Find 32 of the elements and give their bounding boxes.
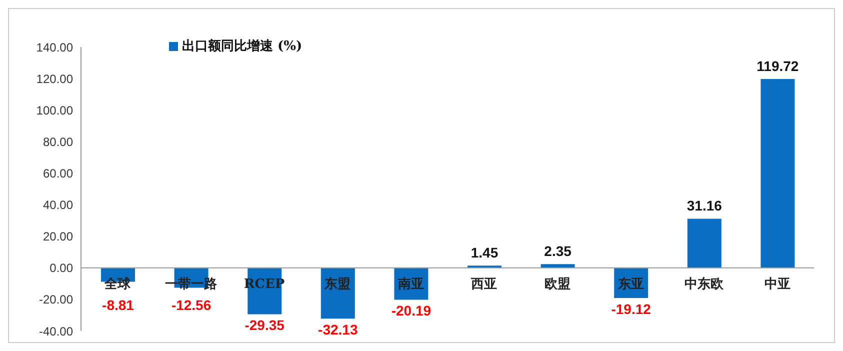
data-label: -19.12 (611, 301, 652, 318)
data-label: -29.35 (244, 317, 285, 334)
x-tick-label: 东亚 (616, 276, 644, 292)
data-label: 2.35 (544, 243, 572, 260)
x-tick-label: 东盟 (324, 276, 351, 292)
y-tick-label: 120.00 (36, 72, 74, 86)
x-tick-label: 南亚 (396, 277, 424, 292)
y-tick-label: 100.00 (36, 103, 74, 118)
data-label: 119.72 (756, 58, 799, 74)
legend-label: 出口额同比增速 (%) (182, 39, 302, 54)
data-label: 1.45 (470, 244, 498, 261)
bar (760, 78, 795, 268)
y-tick-label: 0.00 (50, 261, 74, 276)
x-tick-label: 欧盟 (544, 277, 570, 292)
y-tick-label: 60.00 (42, 166, 74, 180)
data-label: -32.13 (318, 322, 358, 338)
data-label: 31.16 (686, 198, 722, 214)
y-tick-label: 140.00 (36, 40, 74, 54)
x-tick-label: 中亚 (764, 277, 790, 292)
x-tick-label: 中东欧 (684, 276, 725, 292)
data-label: -12.56 (171, 297, 212, 314)
y-tick-label: 20.00 (42, 230, 74, 244)
bar (687, 218, 722, 268)
data-label: -8.81 (102, 297, 134, 314)
y-tick-label: 40.00 (42, 198, 74, 212)
x-tick-label: 全球 (104, 276, 132, 292)
y-tick-label: -20.00 (38, 292, 74, 307)
data-label: -20.19 (391, 302, 432, 319)
x-tick-label: 西亚 (470, 277, 498, 292)
y-tick-label: 80.00 (42, 134, 74, 149)
bar (540, 264, 575, 268)
y-tick-label: -40.00 (38, 324, 74, 338)
